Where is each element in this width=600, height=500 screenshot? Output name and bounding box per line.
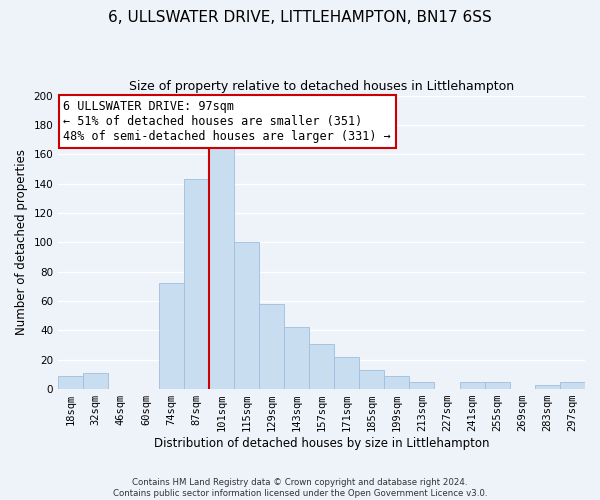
Bar (259, 304, 284, 389)
Text: Contains HM Land Registry data © Crown copyright and database right 2024.
Contai: Contains HM Land Registry data © Crown c… (113, 478, 487, 498)
Bar (234, 242, 259, 389)
Bar (334, 357, 359, 389)
Y-axis label: Number of detached properties: Number of detached properties (15, 150, 28, 336)
Bar (485, 382, 510, 389)
Bar (385, 376, 409, 389)
Bar (409, 382, 434, 389)
Bar (309, 344, 334, 389)
Text: 6 ULLSWATER DRIVE: 97sqm
← 51% of detached houses are smaller (351)
48% of semi-: 6 ULLSWATER DRIVE: 97sqm ← 51% of detach… (64, 100, 391, 143)
Bar (284, 328, 309, 389)
Bar (158, 284, 184, 389)
X-axis label: Distribution of detached houses by size in Littlehampton: Distribution of detached houses by size … (154, 437, 490, 450)
Bar (460, 382, 485, 389)
Bar (209, 140, 234, 389)
Bar (359, 370, 385, 389)
Bar (184, 179, 209, 389)
Bar (535, 384, 560, 389)
Title: Size of property relative to detached houses in Littlehampton: Size of property relative to detached ho… (129, 80, 514, 93)
Text: 6, ULLSWATER DRIVE, LITTLEHAMPTON, BN17 6SS: 6, ULLSWATER DRIVE, LITTLEHAMPTON, BN17 … (108, 10, 492, 25)
Bar (560, 382, 585, 389)
Bar (58, 376, 83, 389)
Bar (83, 373, 109, 389)
